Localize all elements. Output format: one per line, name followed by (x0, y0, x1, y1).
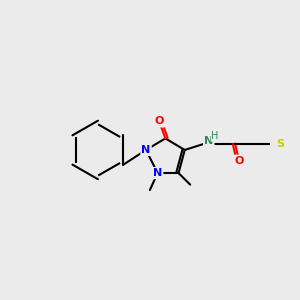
Text: N: N (153, 168, 162, 178)
Text: H: H (211, 131, 219, 141)
Text: O: O (154, 116, 164, 127)
Text: N: N (204, 136, 213, 146)
Text: O: O (234, 156, 244, 166)
Text: S: S (276, 139, 284, 149)
Text: N: N (141, 145, 151, 155)
